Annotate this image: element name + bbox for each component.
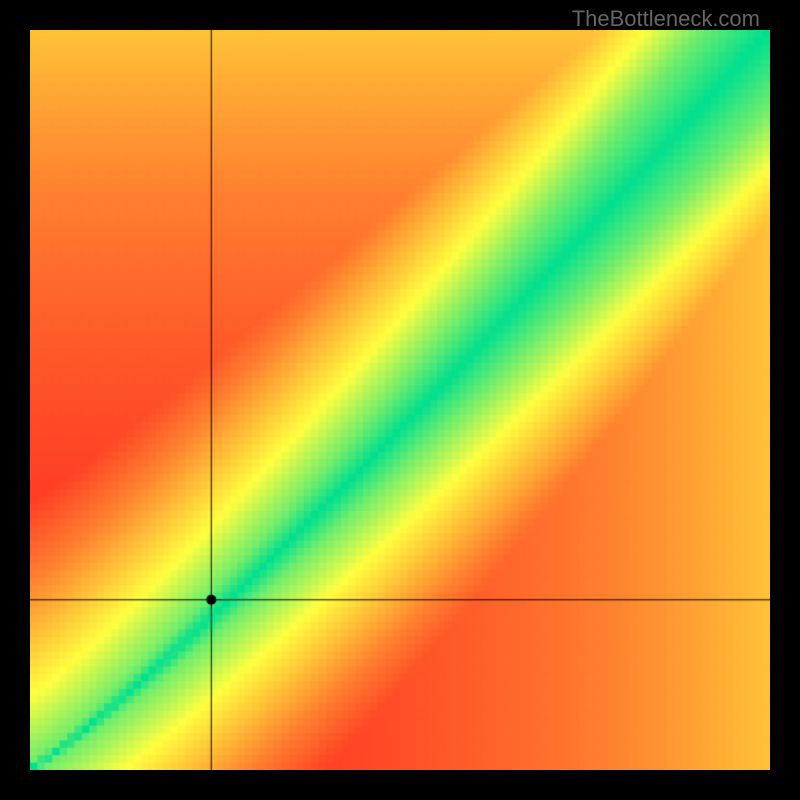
bottleneck-heatmap [30,30,770,770]
chart-container: TheBottleneck.com [0,0,800,800]
attribution-text: TheBottleneck.com [572,6,760,32]
